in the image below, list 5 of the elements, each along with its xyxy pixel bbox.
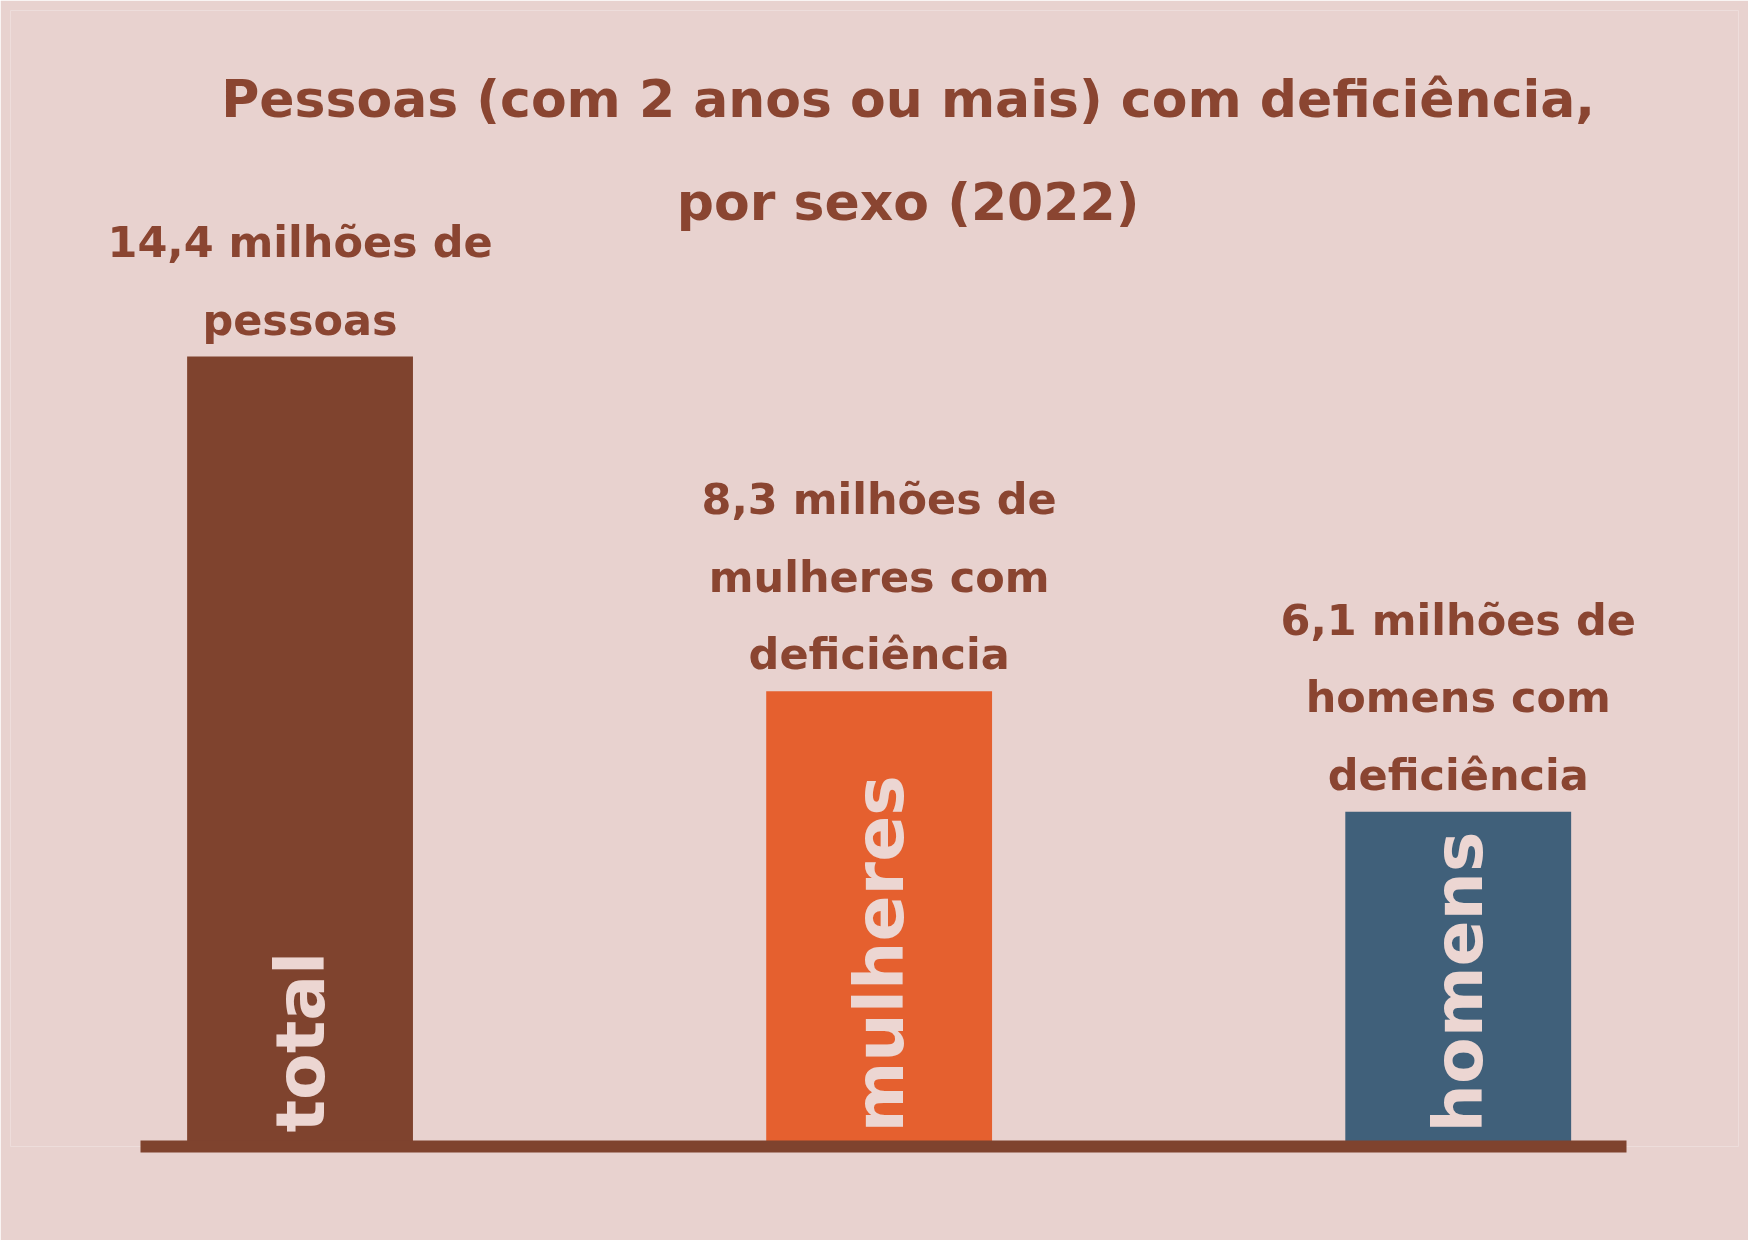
x-tick-label: homens: [1418, 831, 1498, 1133]
data-label: 8,3 milhões de mulheres com deficiência: [701, 474, 1057, 680]
x-tick-label: total: [260, 951, 340, 1133]
x-tick-label: mulheres: [839, 775, 919, 1133]
data-label: 6,1 milhões de homens com deficiência: [1280, 594, 1636, 800]
